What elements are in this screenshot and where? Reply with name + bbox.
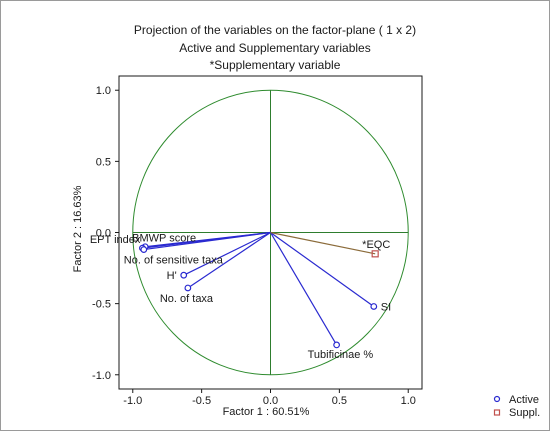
active-point [184,284,192,292]
supplementary-point [371,250,379,258]
active-point [370,303,378,310]
legend-suppl-marker [493,409,501,416]
vector-line [183,231,271,276]
chart-title: Projection of the variables on the facto… [133,23,417,37]
legend-suppl-label: Suppl. [509,407,540,419]
vector-line [269,232,338,346]
active-point [180,271,188,279]
chart-subtitle-1: Active and Supplementary variables [179,41,371,55]
x-tick-label: -0.5 [192,395,211,407]
chart-subtitle-2: *Supplementary variable [209,58,341,72]
legend: Active Suppl. [493,394,540,419]
legend-active-marker [493,395,501,403]
point-label: *EQC [362,239,390,251]
point-label: BMWP score [132,233,196,245]
vector-line [143,231,271,251]
x-tick-label: 0.5 [332,395,347,407]
x-tick-label: 1.0 [401,395,416,407]
point-label: No. of taxa [160,293,214,305]
vector-line [270,231,376,255]
x-tick-label: -1.0 [123,395,142,407]
point-label: No. of sensitive taxa [124,255,224,267]
legend-active-label: Active [509,394,539,406]
active-point [333,341,341,349]
point-label: EPT index [90,234,141,246]
y-tick-label: 1.0 [96,85,111,97]
y-axis-title: Factor 2 : 16.63% [72,185,84,272]
y-tick-label: -0.5 [92,299,111,311]
vector-line [270,232,375,307]
x-axis-title: Factor 1 : 60.51% [223,406,310,418]
point-label: H' [167,270,177,282]
y-tick-label: -1.0 [92,370,111,382]
point-label: Tubificinae % [308,349,374,361]
y-tick-label: 0.0 [96,228,111,240]
y-tick-label: 0.5 [96,156,111,168]
x-tick-label: 0.0 [263,395,278,407]
active-point [140,246,148,253]
point-label: SI [381,301,391,313]
vector-line [187,232,271,289]
